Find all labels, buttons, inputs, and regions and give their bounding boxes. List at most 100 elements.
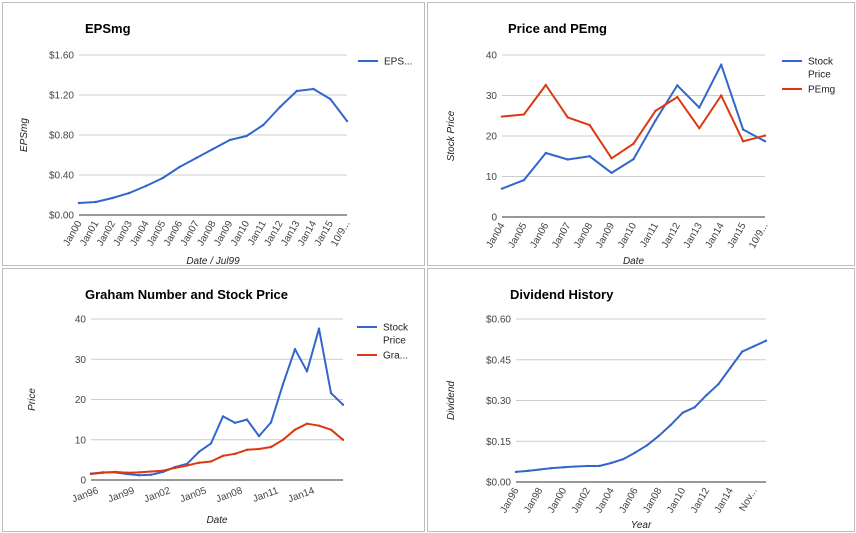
data-point xyxy=(209,460,213,463)
data-point xyxy=(329,97,332,101)
data-point xyxy=(293,347,297,351)
y-tick-label: $0.45 xyxy=(486,355,511,366)
data-point xyxy=(111,196,114,200)
data-point xyxy=(574,465,577,468)
x-tick-label: Jan11 xyxy=(251,485,280,505)
data-point xyxy=(632,142,635,145)
data-point xyxy=(544,151,548,155)
data-point xyxy=(562,466,565,469)
series-line xyxy=(90,327,344,477)
data-point xyxy=(329,428,333,431)
x-tick-label: Jan15 xyxy=(726,221,749,250)
data-point xyxy=(209,442,213,445)
legend-label: PEmg xyxy=(808,85,835,96)
data-point xyxy=(610,171,613,175)
data-point xyxy=(345,119,349,123)
data-point xyxy=(278,105,282,109)
data-point xyxy=(185,464,189,467)
y-axis-label: EPSmg xyxy=(19,118,30,152)
data-point xyxy=(197,450,201,454)
data-point xyxy=(305,422,309,425)
y-tick-label: $0.80 xyxy=(49,131,74,142)
data-point xyxy=(538,468,542,471)
y-axis-label: Dividend xyxy=(446,381,457,420)
x-tick-label: Jan02 xyxy=(143,485,173,505)
data-point xyxy=(693,406,696,409)
x-tick-label: Jan10 xyxy=(616,221,639,250)
data-point xyxy=(281,438,285,441)
data-point xyxy=(719,63,723,66)
data-point xyxy=(293,428,297,431)
x-tick-label: Jan06 xyxy=(617,486,640,515)
data-point xyxy=(137,471,141,474)
x-tick-label: Jan05 xyxy=(506,221,529,250)
x-axis-label: Date / Jul99 xyxy=(186,256,240,267)
data-point xyxy=(137,473,141,477)
data-point xyxy=(514,470,518,474)
x-tick-label: Jan09 xyxy=(594,221,617,250)
data-point xyxy=(632,157,635,161)
data-point xyxy=(197,461,201,464)
data-point xyxy=(610,157,613,160)
x-tick-label: Jan13 xyxy=(682,221,705,250)
data-point xyxy=(550,466,553,470)
data-point xyxy=(763,140,767,143)
data-point xyxy=(588,155,591,158)
y-axis-label: Stock Price xyxy=(446,110,457,161)
data-point xyxy=(228,138,231,142)
chart-title: Graham Number and Stock Price xyxy=(85,287,288,302)
data-point xyxy=(610,461,613,465)
data-point xyxy=(295,89,298,93)
data-point xyxy=(245,418,249,421)
x-tick-label: Jan12 xyxy=(660,221,683,250)
price-pe-chart-panel: Price and PEmg 0 10 20 30 40 Jan04 Jan05 Jan06 Ja… xyxy=(427,2,855,267)
y-tick-label: $0.60 xyxy=(486,315,511,326)
y-tick-label: $1.20 xyxy=(49,91,74,102)
x-tick-label: Jan11 xyxy=(638,221,661,250)
y-tick-label: 0 xyxy=(491,213,497,224)
data-point xyxy=(317,424,321,427)
data-point xyxy=(645,444,649,447)
data-point xyxy=(698,127,701,130)
x-axis-label: Year xyxy=(631,520,652,531)
data-point xyxy=(221,454,225,458)
y-tick-label: 40 xyxy=(486,51,498,62)
data-point xyxy=(149,473,153,476)
legend-label: Stock Price xyxy=(383,323,409,347)
legend-label: Stock Price xyxy=(808,57,834,81)
data-point xyxy=(621,457,625,461)
data-point xyxy=(195,156,198,160)
data-point xyxy=(101,471,105,474)
data-point xyxy=(654,119,657,122)
x-tick-label: Jan07 xyxy=(550,221,573,250)
y-tick-label: 20 xyxy=(486,132,498,143)
x-tick-label: Jan96 xyxy=(71,485,101,505)
data-point xyxy=(281,383,285,386)
data-point xyxy=(729,366,732,370)
eps-chart: EPSmg$0.00$0.40$0.80$1.20$1.60Jan00Jan01… xyxy=(19,21,412,267)
x-tick-label: Jan99 xyxy=(107,485,137,505)
chart-title: Price and PEmg xyxy=(508,21,607,36)
x-tick-label: Jan14 xyxy=(713,486,736,515)
x-axis-label: Date xyxy=(623,256,645,267)
x-tick-label: Jan14 xyxy=(287,485,317,505)
data-point xyxy=(657,434,661,438)
x-tick-label: Jan12 xyxy=(689,486,712,515)
series-line xyxy=(90,422,344,475)
x-tick-label: Jan08 xyxy=(641,486,664,515)
dividend-chart-panel: Dividend History $0.00 $0.15 $0.30 $0.45 $0.6… xyxy=(427,268,855,532)
data-point xyxy=(719,94,723,97)
data-point xyxy=(669,423,672,427)
legend-label: EPS... xyxy=(384,57,412,68)
y-tick-label: 30 xyxy=(486,91,498,102)
data-point xyxy=(173,466,177,470)
data-point xyxy=(269,445,273,449)
data-point xyxy=(178,165,181,169)
eps-chart-panel: EPSmg $0.00 $0.40 $0.80 $1.20 $1.60 Jan00 Jan01… xyxy=(2,2,425,267)
x-tick-label: 10/9... xyxy=(747,221,770,251)
data-point xyxy=(211,147,215,151)
y-tick-label: $0.30 xyxy=(486,396,511,407)
data-point xyxy=(341,403,345,406)
data-point xyxy=(586,464,589,468)
y-tick-label: 10 xyxy=(486,172,498,183)
